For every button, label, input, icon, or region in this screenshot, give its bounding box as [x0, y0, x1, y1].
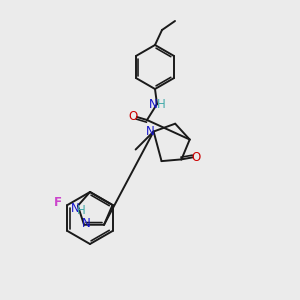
Text: N: N	[146, 125, 155, 138]
Text: H: H	[157, 98, 165, 110]
Text: F: F	[53, 196, 62, 208]
Text: O: O	[192, 151, 201, 164]
Text: N: N	[82, 217, 90, 230]
Text: N: N	[148, 98, 158, 110]
Text: O: O	[128, 110, 138, 124]
Text: N: N	[70, 202, 79, 215]
Text: H: H	[76, 204, 85, 217]
